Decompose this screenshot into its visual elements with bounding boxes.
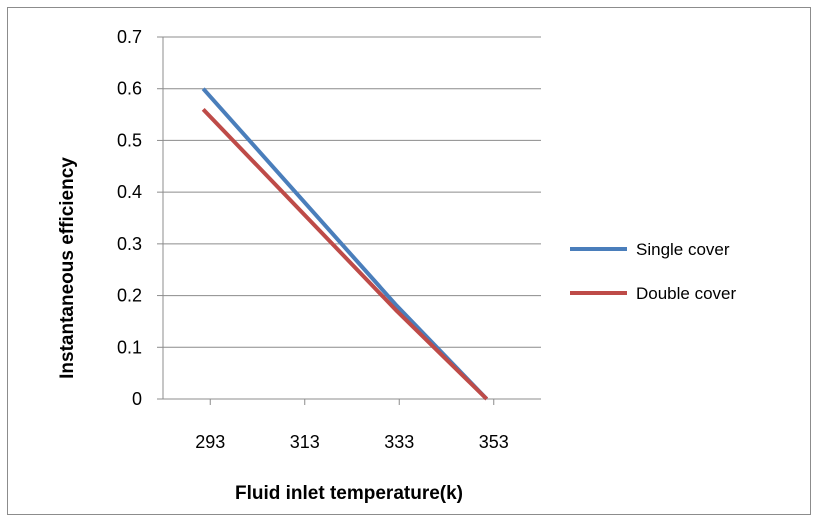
x-tick-label: 353 bbox=[479, 432, 509, 452]
legend-label: Double cover bbox=[636, 284, 737, 303]
y-tick-label: 0.6 bbox=[117, 79, 142, 99]
y-tick-label: 0.3 bbox=[117, 234, 142, 254]
y-tick-labels: 0 0.1 0.2 0.3 0.4 0.5 0.6 0.7 bbox=[117, 27, 142, 409]
series-line-double-cover bbox=[201, 108, 489, 401]
y-tick-label: 0.1 bbox=[117, 337, 142, 357]
y-axis-title: Instantaneous efficiency bbox=[57, 157, 78, 379]
y-tick-label: 0.7 bbox=[117, 27, 142, 47]
y-tick-label: 0.5 bbox=[117, 130, 142, 150]
legend: Single cover Double cover bbox=[570, 240, 737, 303]
y-tick-label: 0.4 bbox=[117, 182, 142, 202]
x-tick-label: 333 bbox=[384, 432, 414, 452]
series-lines bbox=[201, 87, 489, 401]
x-tick-labels: 293 313 333 353 bbox=[195, 432, 509, 452]
y-tick-label: 0.2 bbox=[117, 286, 142, 306]
x-tick-label: 313 bbox=[290, 432, 320, 452]
axes bbox=[157, 36, 541, 405]
x-axis-title: Fluid inlet temperature(k) bbox=[235, 483, 463, 504]
gridlines bbox=[163, 36, 541, 348]
chart-frame bbox=[7, 7, 811, 515]
legend-label: Single cover bbox=[636, 240, 730, 259]
y-tick-label: 0 bbox=[132, 389, 142, 409]
x-tick-label: 293 bbox=[195, 432, 225, 452]
